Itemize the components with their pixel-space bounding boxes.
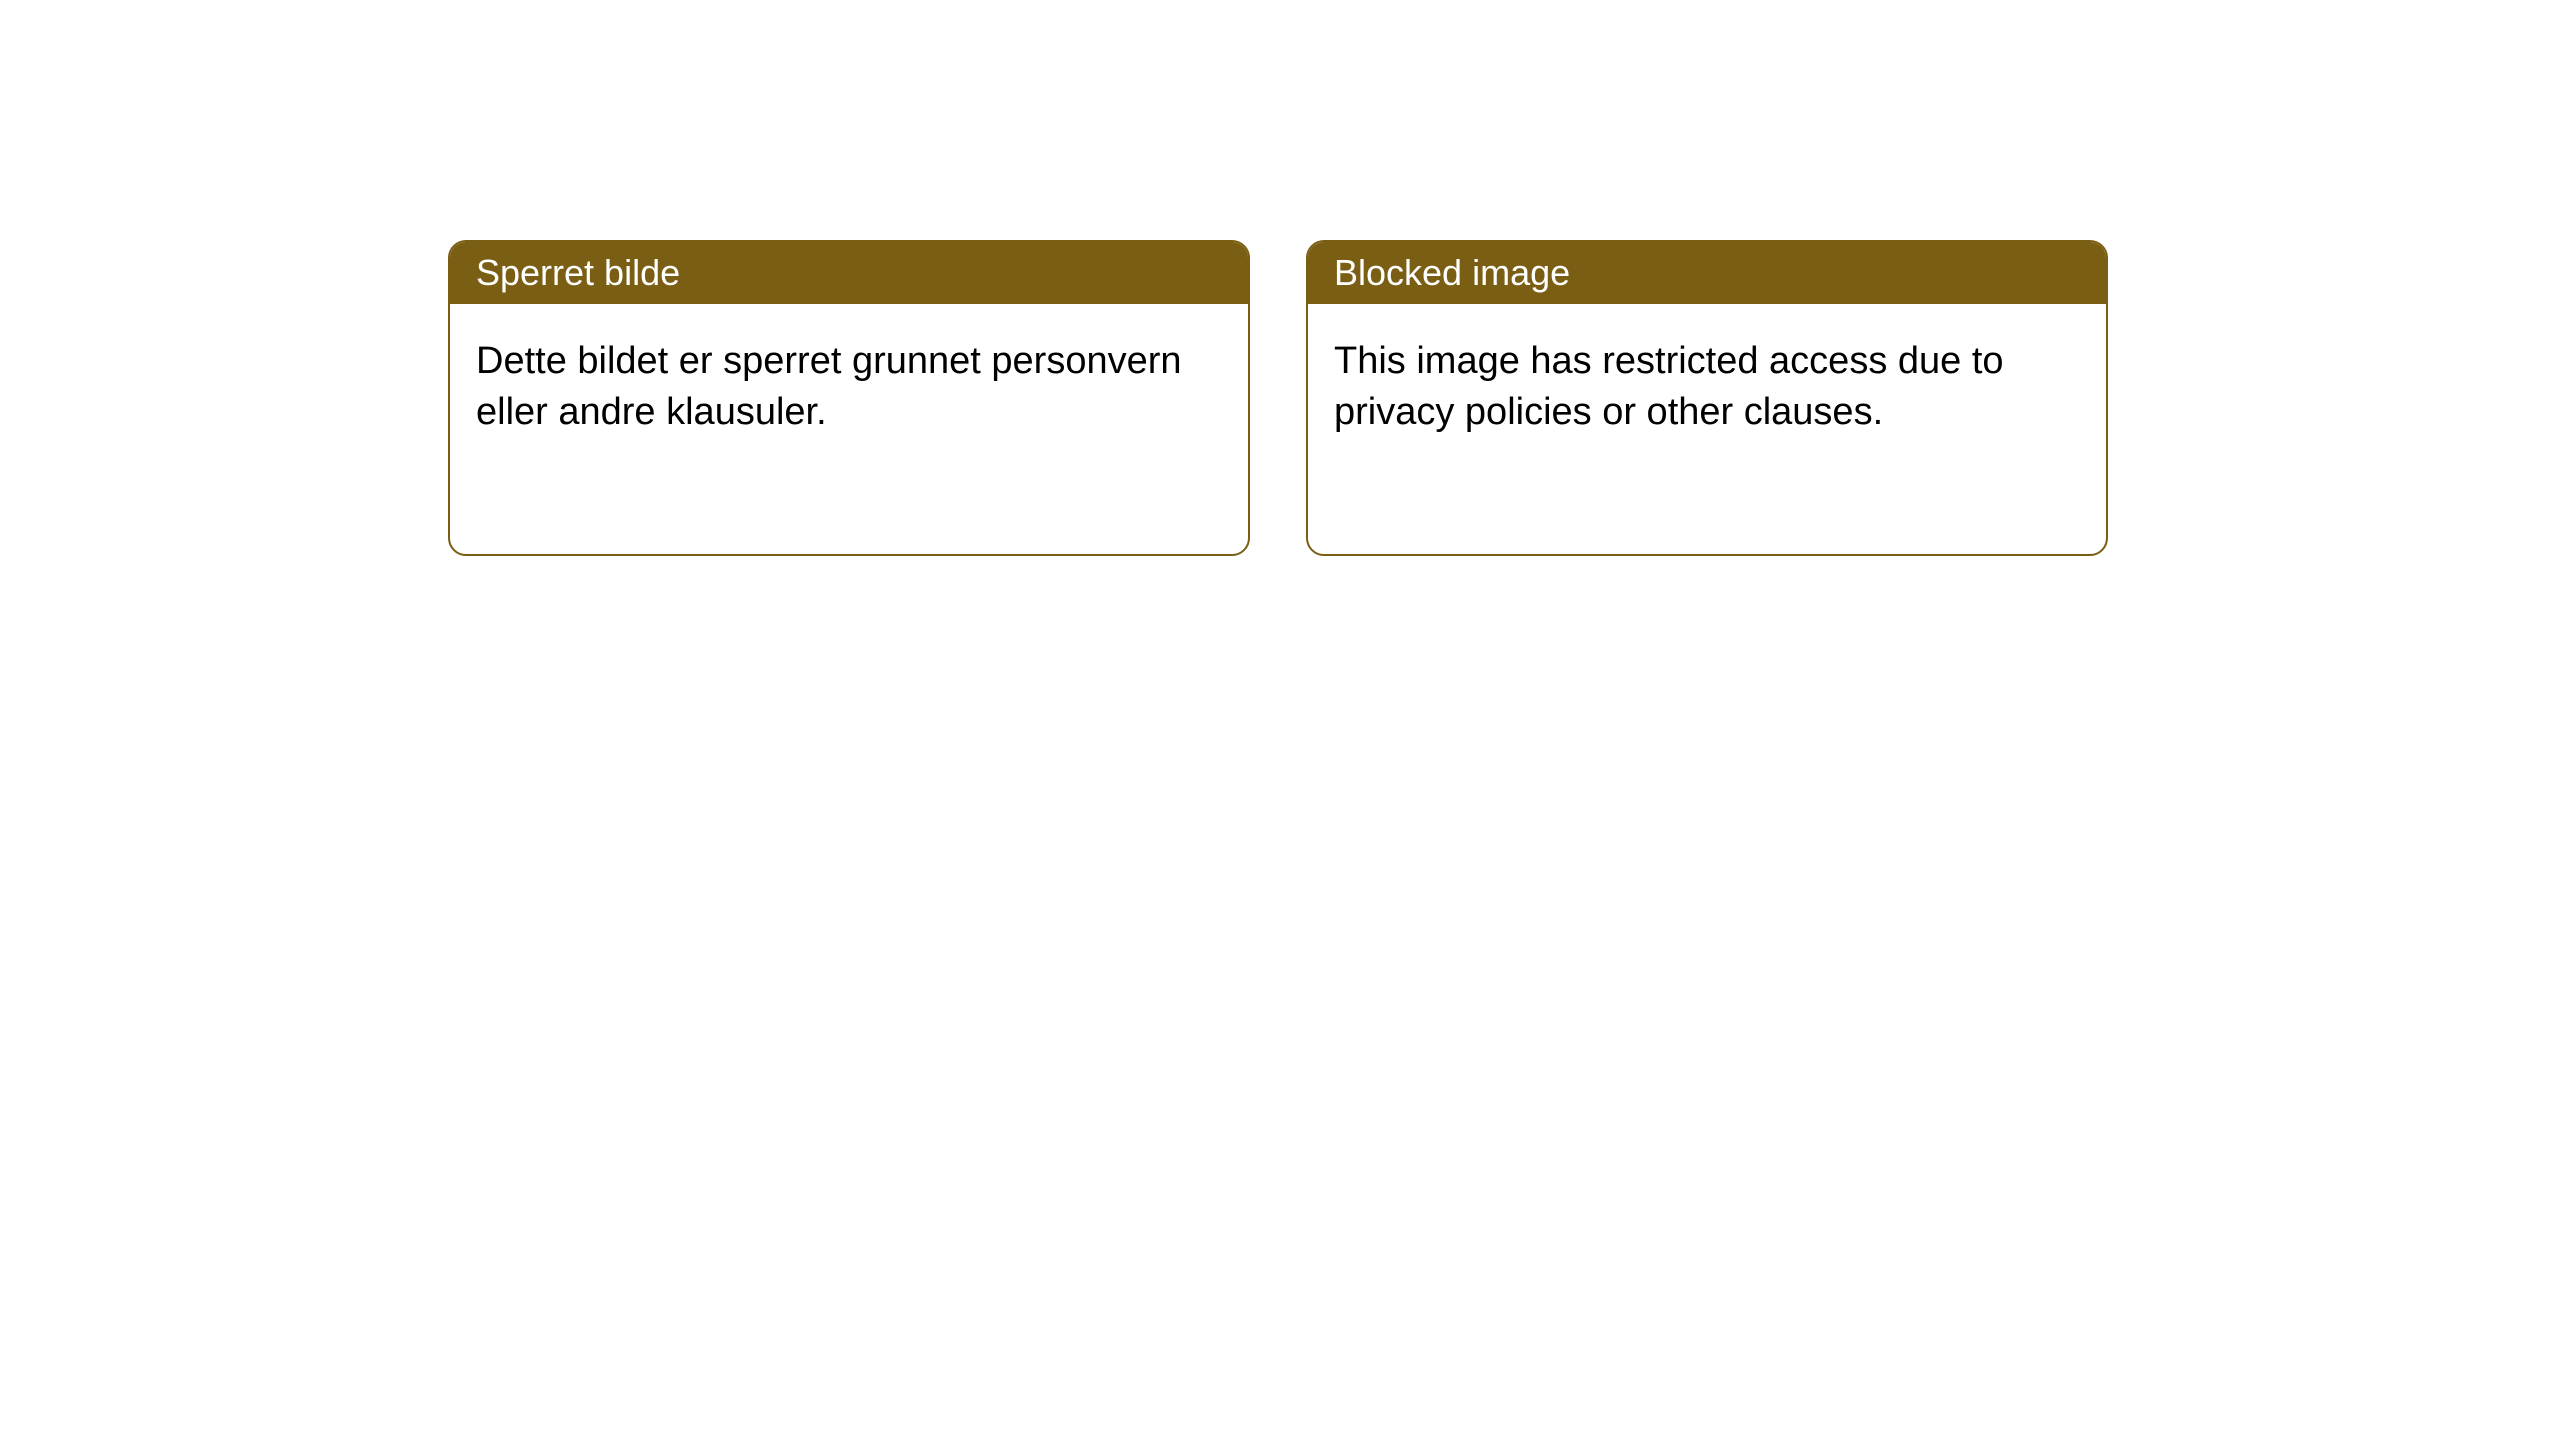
notice-container: Sperret bilde Dette bildet er sperret gr… <box>448 240 2108 556</box>
notice-card-norwegian: Sperret bilde Dette bildet er sperret gr… <box>448 240 1250 556</box>
card-body-text: This image has restricted access due to … <box>1334 340 2004 433</box>
card-header: Sperret bilde <box>450 242 1248 304</box>
notice-card-english: Blocked image This image has restricted … <box>1306 240 2108 556</box>
card-body: Dette bildet er sperret grunnet personve… <box>450 304 1248 554</box>
card-title: Blocked image <box>1334 252 1570 293</box>
card-header: Blocked image <box>1308 242 2106 304</box>
card-body-text: Dette bildet er sperret grunnet personve… <box>476 340 1182 433</box>
card-title: Sperret bilde <box>476 252 680 293</box>
card-body: This image has restricted access due to … <box>1308 304 2106 554</box>
